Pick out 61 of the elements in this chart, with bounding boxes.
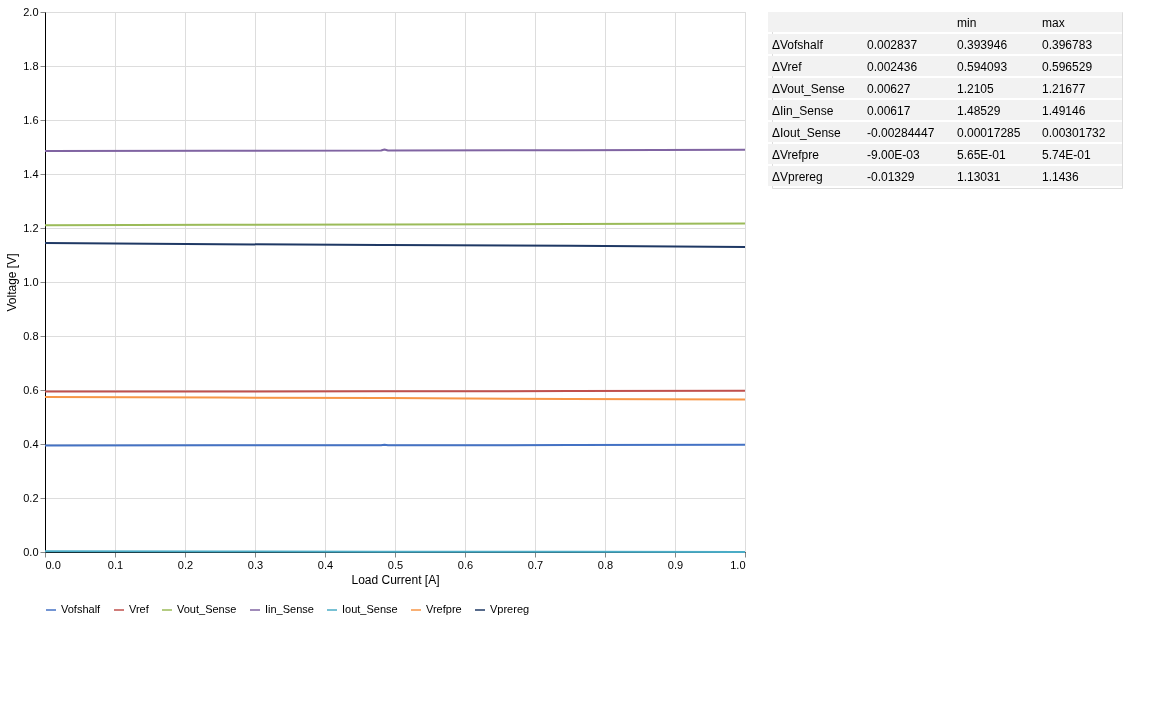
text: 0.596529 — [1042, 60, 1093, 74]
y-tick-label: 0.4 — [23, 437, 39, 450]
text: -0.00284447 — [867, 126, 935, 140]
text: 0.002436 — [867, 60, 918, 74]
legend-label: Vout_Sense — [177, 603, 237, 615]
y-tick-label: 1.0 — [23, 275, 39, 288]
x-tick-label: 0.5 — [387, 558, 404, 571]
text: 5.74E-01 — [1042, 148, 1092, 162]
y-tick-label: 0.2 — [23, 491, 39, 504]
text: ΔVout_Sense — [772, 82, 846, 96]
x-tick-label: 0.1 — [107, 558, 124, 571]
text: ΔIout_Sense — [772, 126, 842, 140]
text: 0.396783 — [1042, 38, 1093, 52]
text: 0.00627 — [867, 82, 911, 96]
text: 1.21677 — [1042, 82, 1086, 96]
y-tick-label: 0.0 — [23, 545, 39, 558]
y-tick-label: 0.6 — [23, 383, 39, 396]
legend-label: Iout_Sense — [342, 603, 398, 615]
text: -0.01329 — [867, 170, 915, 184]
text: 0.00017285 — [957, 126, 1021, 140]
y-tick-label: 1.4 — [23, 167, 39, 180]
text: ΔVprereg — [772, 170, 823, 184]
text: -9.00E-03 — [867, 148, 921, 162]
text: 0.393946 — [957, 38, 1008, 52]
x-tick-label: 0.6 — [457, 558, 474, 571]
y-tick-label: 1.8 — [23, 59, 39, 72]
text: max — [1042, 16, 1065, 30]
legend-label: Vofshalf — [61, 603, 102, 615]
text: ΔVofshalf — [772, 38, 824, 52]
text: ΔVrefpre — [772, 148, 820, 162]
legend-label: Vref — [129, 603, 150, 615]
text: 0.002837 — [867, 38, 918, 52]
x-tick-label: 0.4 — [317, 558, 334, 571]
legend-label: Vprereg — [490, 603, 530, 615]
text: 0.594093 — [957, 60, 1008, 74]
y-tick-label: 2.0 — [23, 5, 39, 18]
x-tick-label: 0.2 — [177, 558, 194, 571]
y-axis-title: Voltage [V] — [5, 253, 20, 312]
x-tick-label: 0.9 — [667, 558, 684, 571]
x-axis-title: Load Current [A] — [351, 572, 440, 587]
y-tick-label: 1.2 — [23, 221, 39, 234]
x-tick-label: 0.7 — [527, 558, 544, 571]
text: ΔIin_Sense — [772, 104, 834, 118]
text: 0.00301732 — [1042, 126, 1106, 140]
text: 5.65E-01 — [957, 148, 1007, 162]
text: 1.49146 — [1042, 104, 1086, 118]
text: 1.2105 — [957, 82, 995, 96]
x-tick-label: 0.8 — [597, 558, 614, 571]
text: 1.1436 — [1042, 170, 1080, 184]
legend-label: Vrefpre — [426, 603, 462, 615]
y-tick-label: 0.8 — [23, 329, 39, 342]
x-tick-label: 1.0 — [730, 558, 746, 571]
y-tick-label: 1.6 — [23, 113, 39, 126]
text: 1.48529 — [957, 104, 1001, 118]
x-tick-label: 0.3 — [247, 558, 264, 571]
x-tick-label: 0.0 — [45, 558, 61, 571]
text: 0.00617 — [867, 104, 911, 118]
text: ΔVref — [772, 60, 803, 74]
text: min — [957, 16, 977, 30]
text: 1.13031 — [957, 170, 1001, 184]
legend-label: Iin_Sense — [265, 603, 314, 615]
